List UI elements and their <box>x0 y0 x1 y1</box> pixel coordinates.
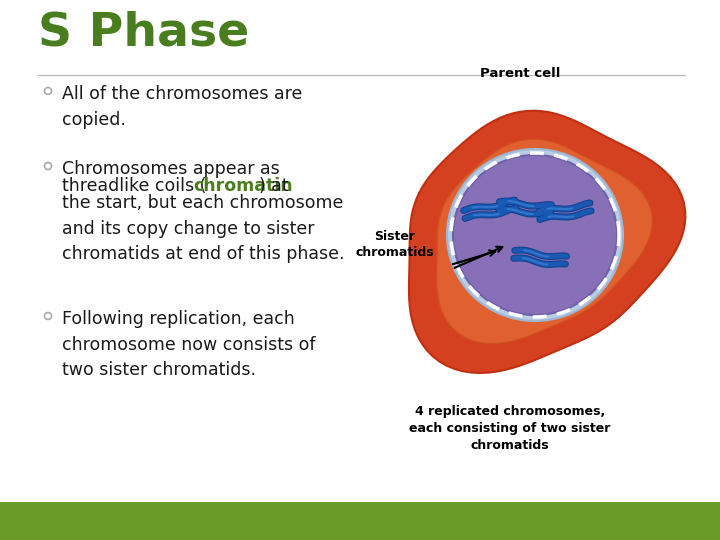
PathPatch shape <box>437 139 652 344</box>
Text: threadlike coils (: threadlike coils ( <box>62 177 207 195</box>
Text: All of the chromosomes are
copied.: All of the chromosomes are copied. <box>62 85 302 129</box>
Text: Parent cell: Parent cell <box>480 67 560 80</box>
PathPatch shape <box>409 111 685 373</box>
Text: Chromosomes appear as: Chromosomes appear as <box>62 160 280 178</box>
Ellipse shape <box>453 155 617 315</box>
Text: S Phase: S Phase <box>38 10 249 55</box>
Text: chromatin: chromatin <box>194 177 293 195</box>
Text: ) at: ) at <box>259 177 289 195</box>
FancyBboxPatch shape <box>0 502 720 540</box>
Text: Following replication, each
chromosome now consists of
two sister chromatids.: Following replication, each chromosome n… <box>62 310 315 380</box>
Ellipse shape <box>447 149 623 321</box>
Text: Sister
chromatids: Sister chromatids <box>356 230 434 259</box>
Text: 4 replicated chromosomes,
each consisting of two sister
chromatids: 4 replicated chromosomes, each consistin… <box>409 405 611 452</box>
Text: the start, but each chromosome
and its copy change to sister
chromatids at end o: the start, but each chromosome and its c… <box>62 194 344 264</box>
